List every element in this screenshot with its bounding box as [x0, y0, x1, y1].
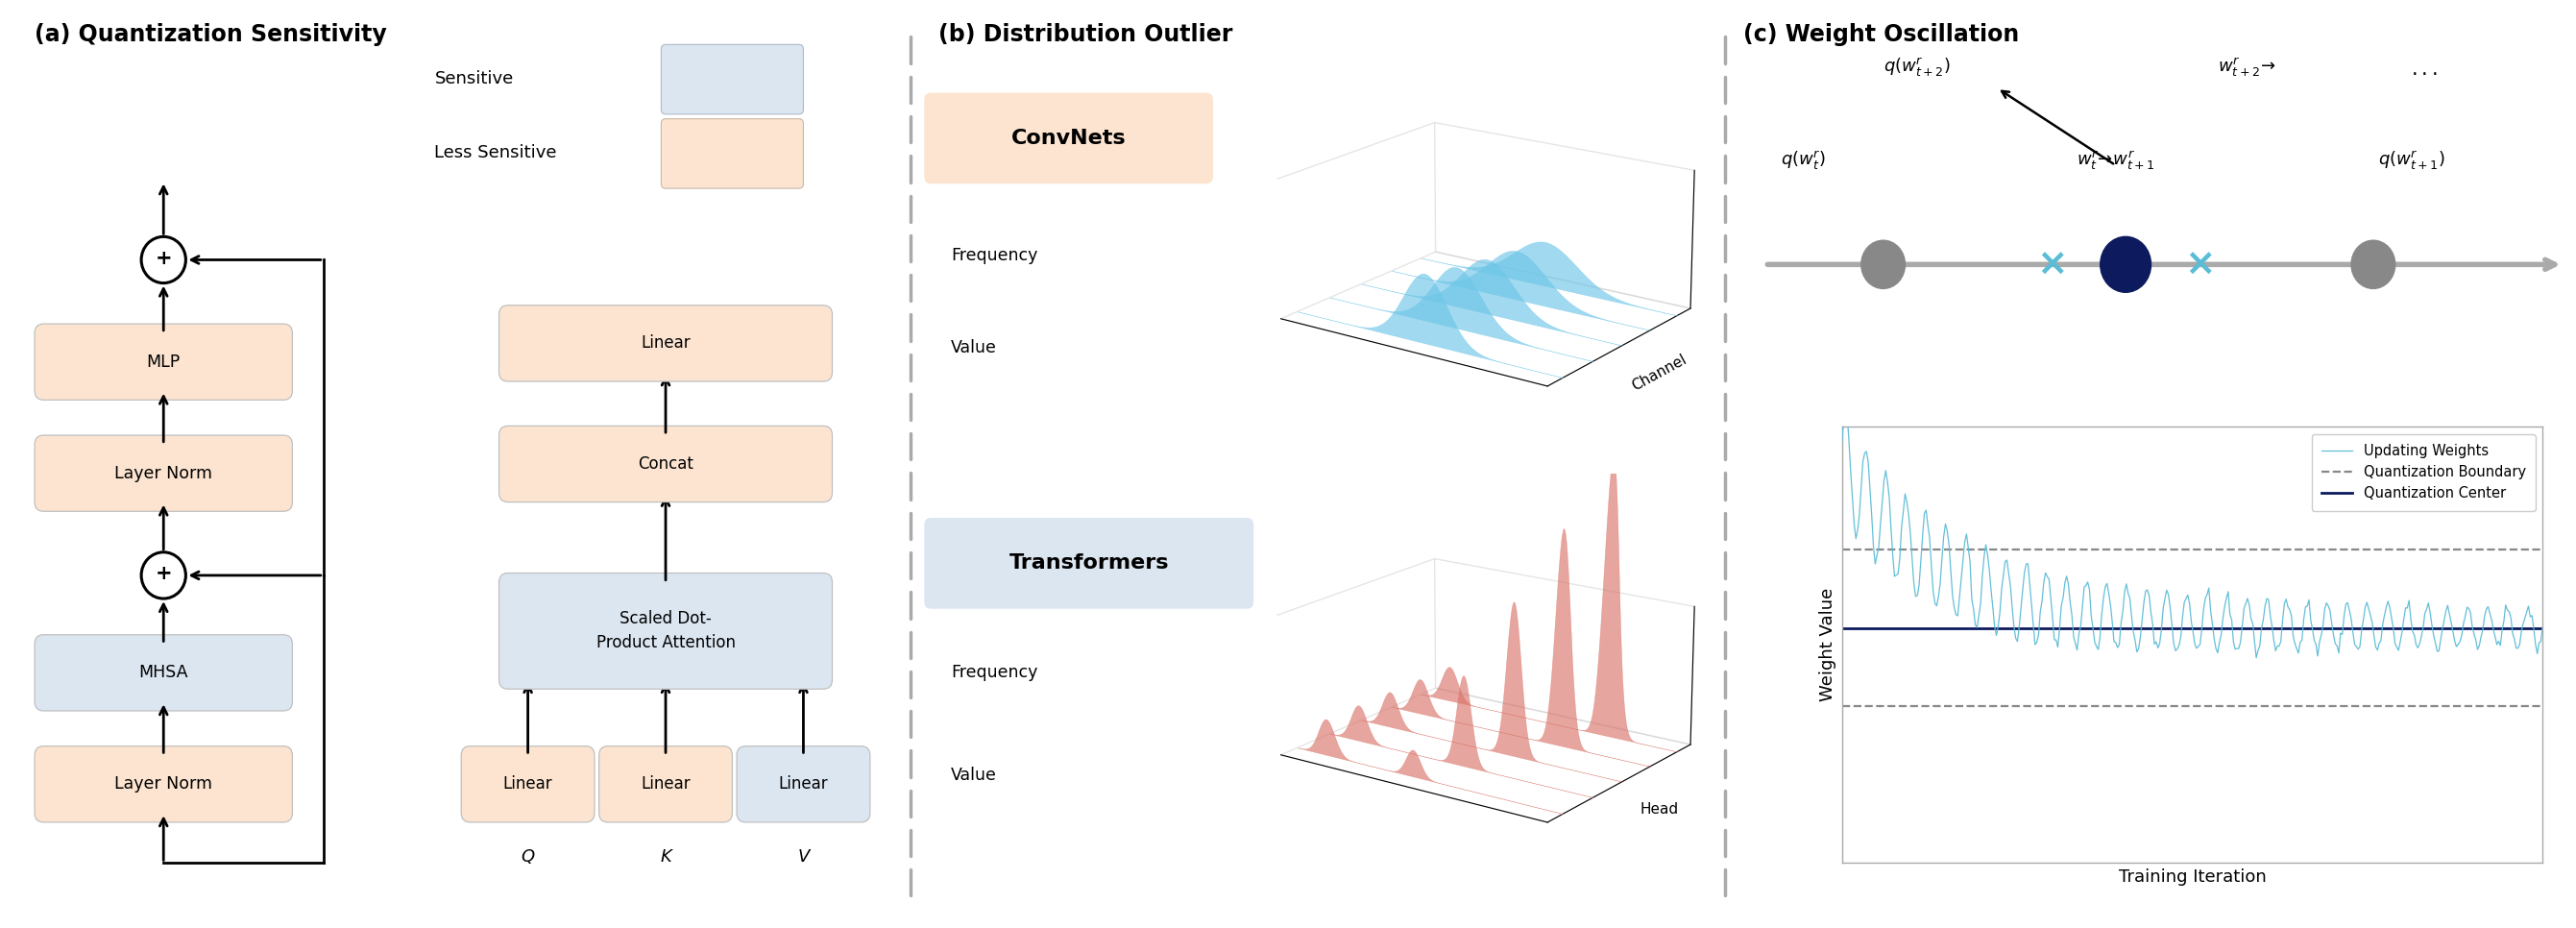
Updating Weights — [2269, 594, 2300, 605]
Text: (b) Distribution Outlier: (b) Distribution Outlier — [938, 23, 1234, 46]
Text: $q(w_{t+1}^r)$: $q(w_{t+1}^r)$ — [2378, 148, 2445, 172]
Y-axis label: Channel: Channel — [1631, 353, 1690, 393]
Text: Sensitive: Sensitive — [435, 71, 513, 87]
Updating Weights — [2056, 610, 2087, 621]
Updating Weights — [2339, 638, 2370, 650]
Text: Linear: Linear — [641, 335, 690, 352]
Legend: Updating Weights, Quantization Boundary, Quantization Center: Updating Weights, Quantization Boundary,… — [2311, 434, 2535, 510]
FancyBboxPatch shape — [737, 746, 871, 822]
FancyBboxPatch shape — [662, 45, 804, 114]
FancyBboxPatch shape — [33, 435, 294, 511]
Text: Scaled Dot-: Scaled Dot- — [621, 611, 711, 627]
Text: Value: Value — [951, 767, 997, 783]
FancyBboxPatch shape — [500, 426, 832, 502]
Text: (a) Quantization Sensitivity: (a) Quantization Sensitivity — [33, 23, 386, 46]
Text: Q: Q — [520, 848, 536, 866]
FancyBboxPatch shape — [33, 324, 294, 400]
Updating Weights — [2241, 652, 2272, 664]
Circle shape — [2099, 237, 2151, 292]
Text: Linear: Linear — [641, 776, 690, 793]
Quantization Boundary — [1829, 545, 1860, 556]
Text: Value: Value — [951, 340, 997, 356]
Text: MLP: MLP — [147, 354, 180, 370]
Updating Weights — [2527, 622, 2558, 633]
Text: $w_{t+2}^r \!\rightarrow$: $w_{t+2}^r \!\rightarrow$ — [2218, 56, 2275, 79]
Text: Less Sensitive: Less Sensitive — [435, 145, 556, 161]
Text: ConvNets: ConvNets — [1012, 129, 1126, 148]
FancyBboxPatch shape — [500, 305, 832, 381]
FancyBboxPatch shape — [461, 746, 595, 822]
FancyBboxPatch shape — [500, 573, 832, 689]
Quantization Boundary — [1826, 545, 1857, 556]
Text: Layer Norm: Layer Norm — [113, 776, 211, 793]
Text: Linear: Linear — [778, 776, 827, 793]
Quantization Center — [1829, 623, 1860, 634]
Updating Weights — [1911, 520, 1942, 531]
FancyBboxPatch shape — [925, 93, 1213, 184]
Text: +: + — [155, 249, 173, 267]
Quantization Center — [1826, 623, 1857, 634]
Text: Frequency: Frequency — [951, 247, 1038, 264]
Text: Transformers: Transformers — [1010, 554, 1170, 573]
FancyBboxPatch shape — [662, 119, 804, 188]
Circle shape — [1862, 240, 1906, 289]
Text: $w_t^r \!\rightarrow\! w_{t+1}^r$: $w_t^r \!\rightarrow\! w_{t+1}^r$ — [2076, 148, 2154, 172]
Line: Updating Weights: Updating Weights — [1842, 409, 2543, 658]
Updating Weights — [2105, 618, 2136, 629]
Text: V: V — [799, 848, 809, 866]
FancyBboxPatch shape — [925, 518, 1255, 609]
Y-axis label: Head: Head — [1641, 802, 1680, 817]
Text: $q(w_t^r)$: $q(w_t^r)$ — [1780, 148, 1826, 172]
Circle shape — [2352, 240, 2396, 289]
Updating Weights — [1829, 404, 1860, 415]
Text: ×: × — [2038, 246, 2069, 283]
Text: Frequency: Frequency — [951, 664, 1038, 681]
Text: Linear: Linear — [502, 776, 554, 793]
Updating Weights — [2336, 612, 2367, 624]
FancyBboxPatch shape — [33, 635, 294, 711]
Text: ×: × — [2184, 246, 2215, 283]
FancyBboxPatch shape — [33, 746, 294, 822]
Text: K: K — [659, 848, 672, 866]
Text: $q(w_{t+2}^r)$: $q(w_{t+2}^r)$ — [1883, 56, 1950, 79]
Text: (c) Weight Oscillation: (c) Weight Oscillation — [1744, 23, 2020, 46]
Text: Layer Norm: Layer Norm — [113, 465, 211, 482]
Text: +: + — [155, 564, 173, 583]
Text: Concat: Concat — [639, 456, 693, 472]
Text: MHSA: MHSA — [139, 664, 188, 681]
Text: Product Attention: Product Attention — [595, 635, 734, 651]
X-axis label: Training Iteration: Training Iteration — [2117, 869, 2267, 885]
Y-axis label: Weight Value: Weight Value — [1819, 588, 1837, 702]
FancyBboxPatch shape — [600, 746, 732, 822]
Updating Weights — [1826, 437, 1857, 448]
Text: $...$: $...$ — [2411, 60, 2437, 79]
